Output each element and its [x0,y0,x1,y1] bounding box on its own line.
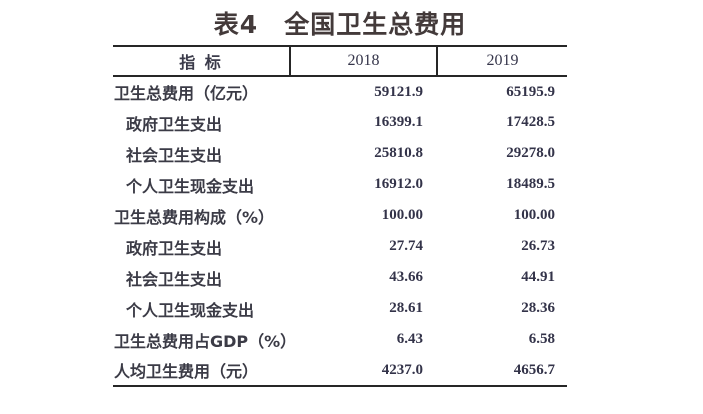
value-2018: 16912.0 [374,176,423,192]
value-2019: 26.73 [521,238,555,254]
value-2018: 25810.8 [374,145,423,161]
value-2019: 6.58 [528,331,555,347]
table-row: 卫生总费用占GDP（%） 6.43 6.58 [113,324,567,355]
value-2018: 27.74 [389,238,423,254]
value-2018: 28.61 [389,300,423,316]
value-2019: 44.91 [521,269,555,285]
table-header: 指 标 2018 2019 [113,46,567,77]
row-label: 政府卫生支出 [126,114,223,134]
value-2019: 18489.5 [506,176,555,192]
table-row: 社会卫生支出 25810.8 29278.0 [113,138,567,169]
row-label: 人均卫生费用（元） [114,362,259,381]
value-2019: 28.36 [521,300,555,316]
value-2019: 100.00 [513,207,555,223]
value-2018: 16399.1 [374,114,423,130]
row-label: 卫生总费用占GDP（%） [114,331,297,351]
table-row: 个人卫生现金支出 28.61 28.36 [113,293,567,324]
value-2018: 100.00 [381,207,423,223]
row-label: 政府卫生支出 [126,238,223,258]
value-2019: 17428.5 [506,114,555,130]
value-2019: 4656.7 [513,361,555,378]
row-label: 卫生总费用构成（%） [114,207,275,227]
table-row: 政府卫生支出 27.74 26.73 [113,231,567,262]
value-2019: 65195.9 [506,83,555,100]
value-2018: 6.43 [396,331,423,347]
row-label: 社会卫生支出 [126,269,223,289]
table-row: 人均卫生费用（元） 4237.0 4656.7 [113,355,567,386]
row-label: 个人卫生现金支出 [126,300,255,320]
column-header-2018: 2018 [289,46,437,77]
value-2018: 43.66 [389,269,423,285]
value-2018: 4237.0 [381,361,423,378]
table-row: 个人卫生现金支出 16912.0 18489.5 [113,169,567,200]
row-label: 卫生总费用（亿元） [114,84,259,103]
column-header-indicator: 指 标 [113,46,290,77]
value-2019: 29278.0 [506,145,555,161]
table-row: 社会卫生支出 43.66 44.91 [113,262,567,293]
value-2018: 59121.9 [374,83,423,100]
table-row: 卫生总费用（亿元） 59121.9 65195.9 [113,76,567,107]
national-health-expenditure-table: 指 标 2018 2019 卫生总费用（亿元） 59121.9 65195.9 政府卫… [113,45,567,387]
column-header-2019: 2019 [436,46,567,77]
table-row: 政府卫生支出 16399.1 17428.5 [113,107,567,138]
table-body: 卫生总费用（亿元） 59121.9 65195.9 政府卫生支出 16399.1 1742… [113,76,567,386]
row-label: 个人卫生现金支出 [126,176,255,196]
table-row: 卫生总费用构成（%） 100.00 100.00 [113,200,567,231]
table-title: 表4 全国卫生总费用 [213,10,467,39]
header-row: 指 标 2018 2019 [113,46,567,77]
row-label: 社会卫生支出 [126,145,223,165]
